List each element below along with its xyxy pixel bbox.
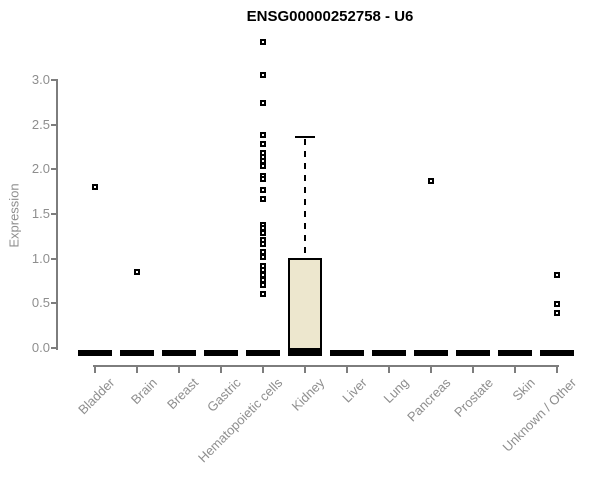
- y-tick-label: 3.0: [31, 72, 50, 87]
- outlier-point: [554, 310, 560, 317]
- median-bar: [162, 350, 196, 356]
- y-axis-tick: [51, 79, 57, 81]
- y-axis-tick: [51, 347, 57, 349]
- x-axis-tick: [94, 367, 96, 373]
- y-axis-tick: [51, 123, 57, 126]
- median-bar: [330, 350, 364, 356]
- y-axis-tick: [51, 257, 57, 260]
- x-axis-tick: [388, 367, 390, 373]
- outlier-point: [260, 162, 266, 169]
- x-axis-tick: [556, 367, 558, 373]
- y-tick-label: 2.0: [31, 161, 50, 177]
- outlier-point: [554, 301, 560, 308]
- x-axis-tick: [136, 367, 138, 373]
- median-bar: [372, 350, 406, 356]
- outlier-point: [260, 39, 266, 46]
- x-axis-tick: [304, 367, 306, 373]
- y-tick-label: 1.5: [31, 206, 50, 221]
- x-category-label: Prostate: [450, 375, 496, 420]
- y-tick-label: 1.0: [31, 250, 50, 266]
- x-category-label: Unknown / Other: [500, 375, 580, 455]
- x-axis-tick: [430, 367, 432, 373]
- x-axis-tick: [346, 367, 348, 373]
- y-tick-label: 0.0: [31, 340, 50, 355]
- median-bar: [288, 350, 322, 356]
- outlier-point: [260, 281, 266, 288]
- x-category-label: Kidney: [288, 375, 328, 414]
- outlier-point: [260, 100, 266, 107]
- median-bar: [78, 350, 112, 356]
- whisker-cap: [295, 136, 315, 139]
- outlier-point: [260, 131, 266, 138]
- y-axis-tick: [51, 302, 57, 305]
- y-axis-line: [56, 79, 58, 350]
- x-category-label: Bladder: [75, 375, 118, 418]
- x-category-label: Skin: [509, 375, 538, 404]
- chart-title: ENSG00000252758 - U6: [246, 8, 414, 25]
- outlier-point: [260, 291, 266, 298]
- outlier-point: [260, 141, 266, 148]
- whisker-line: [304, 139, 306, 258]
- x-category-label: Brain: [127, 375, 160, 408]
- x-axis-tick: [220, 367, 222, 373]
- outlier-point: [260, 271, 266, 278]
- median-bar: [120, 350, 154, 356]
- outlier-point: [260, 176, 266, 183]
- median-bar: [204, 350, 238, 356]
- x-axis-tick: [178, 367, 180, 373]
- x-category-label: Breast: [164, 375, 202, 413]
- y-axis-tick: [51, 168, 57, 171]
- outlier-point: [428, 177, 434, 184]
- outlier-point: [260, 186, 266, 193]
- median-bar: [498, 350, 532, 356]
- median-bar: [246, 350, 280, 356]
- y-tick-label: 0.5: [31, 295, 50, 311]
- x-category-label: Lung: [380, 375, 412, 407]
- outlier-point: [260, 195, 266, 202]
- x-axis-tick: [262, 367, 264, 373]
- y-axis-tick: [51, 213, 57, 215]
- median-bar: [414, 350, 448, 356]
- outlier-point: [92, 184, 98, 191]
- y-tick-label: 2.5: [31, 116, 50, 132]
- outlier-point: [260, 241, 266, 248]
- x-axis-tick: [514, 367, 516, 373]
- outlier-point: [554, 271, 560, 278]
- outlier-point: [260, 253, 266, 260]
- x-axis-tick: [472, 367, 474, 373]
- x-category-label: Liver: [339, 375, 370, 406]
- median-bar: [456, 350, 490, 356]
- outlier-point: [260, 71, 266, 78]
- box-body: [288, 257, 322, 350]
- outlier-point: [134, 269, 140, 276]
- median-bar: [540, 350, 574, 356]
- x-category-label: Gastric: [203, 375, 244, 415]
- outlier-point: [260, 229, 266, 236]
- x-category-label: Pancreas: [404, 375, 454, 425]
- x-axis-line: [93, 365, 559, 367]
